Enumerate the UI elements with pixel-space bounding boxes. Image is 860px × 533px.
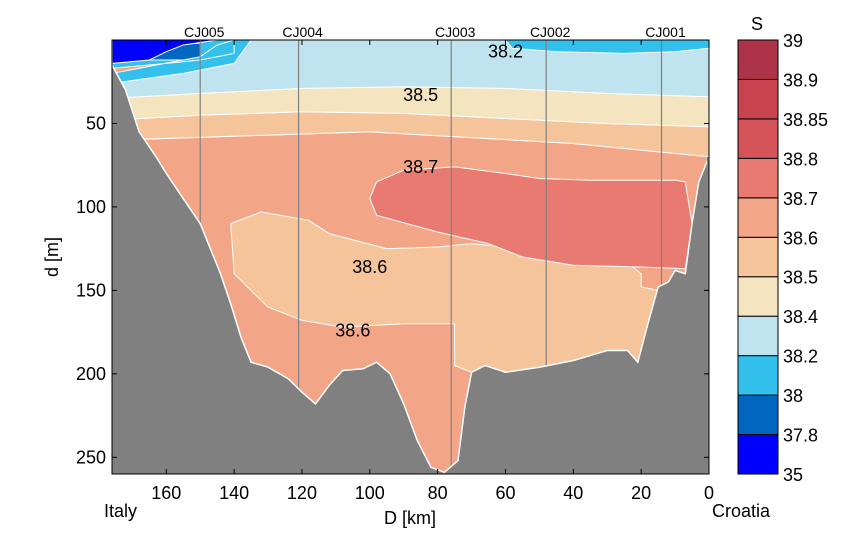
right-end-label-croatia: Croatia	[712, 501, 771, 521]
station-label-cj001: CJ001	[645, 24, 686, 40]
x-axis-label: D [km]	[384, 508, 436, 528]
colorbar-tick-label: 37.8	[783, 426, 818, 446]
x-tick-label: 100	[355, 483, 385, 503]
y-axis: 50 100 150 200 250	[76, 113, 709, 467]
salinity-region-38.0-38.2	[504, 40, 709, 54]
station-labels: CJ005 CJ004 CJ003 CJ002 CJ001	[184, 24, 686, 40]
x-tick-label: 140	[219, 483, 249, 503]
colorbar-tick-label: 38.9	[783, 70, 818, 90]
colorbar-swatch-38-38.2	[737, 355, 779, 396]
colorbar-swatch-38.6-38.7	[737, 197, 779, 238]
salinity-region-38.7-38.8	[369, 166, 693, 270]
colorbar-swatch-38.7-38.8	[737, 157, 779, 199]
station-label-cj003: CJ003	[435, 24, 476, 40]
seabed	[112, 40, 709, 474]
colorbar-swatch-38.5-38.6	[737, 236, 779, 278]
x-tick-label: 120	[287, 483, 317, 503]
colorbar-tick-label: 38.7	[783, 189, 818, 209]
colorbar-swatches	[737, 39, 779, 475]
y-tick-label: 200	[76, 364, 106, 384]
contour-label: 38.5	[403, 85, 438, 105]
seabed-bathymetry	[112, 40, 709, 474]
y-tick-label: 50	[86, 113, 106, 133]
contour-label: 38.2	[488, 42, 523, 62]
station-label-cj002: CJ002	[530, 24, 571, 40]
x-tick-label: 160	[151, 483, 181, 503]
colorbar-tick-label: 38.5	[783, 268, 818, 288]
colorbar-tick-label: 35	[783, 465, 803, 485]
contour-labels: 38.2 38.5 38.7 38.6 38.6	[335, 42, 523, 341]
colorbar-swatch-38.2-38.4	[737, 315, 779, 357]
contour-label: 38.7	[403, 157, 438, 177]
plot-area: 38.2 38.5 38.7 38.6 38.6	[111, 39, 710, 475]
colorbar-tick-label: 38	[783, 386, 803, 406]
x-tick-label: 60	[495, 483, 515, 503]
y-tick-label: 250	[76, 447, 106, 467]
y-tick-label: 100	[76, 197, 106, 217]
salinity-region-35-37.8	[112, 40, 218, 64]
colorbar-tick-label: 38.85	[783, 110, 828, 130]
colorbar-swatch-35-37.8	[737, 434, 779, 475]
colorbar-tick-label: 38.8	[783, 149, 818, 169]
colorbar-tick-label: 38.4	[783, 307, 818, 327]
colorbar-title: S	[751, 14, 763, 34]
colorbar-swatch-38.8-38.85	[737, 118, 779, 159]
x-tick-label: 0	[704, 483, 714, 503]
colorbar-swatch-38.9-39	[737, 39, 779, 80]
seabed-right-edge	[707, 156, 709, 474]
y-axis-label: d [m]	[42, 237, 62, 277]
colorbar-labels: 35 37.8 38 38.2 38.4 38.5 38.6 38.7 38.8 38.85 38.…	[783, 31, 828, 485]
x-axis: 160 140 120 100 80 60 40 20 0	[151, 40, 714, 503]
colorbar-swatch-38.85-38.9	[737, 78, 779, 120]
contour-label: 38.6	[352, 257, 387, 277]
colorbar-tick-label: 39	[783, 31, 803, 51]
x-tick-label: 20	[631, 483, 651, 503]
x-tick-label: 80	[428, 483, 448, 503]
contour-label: 38.6	[335, 320, 370, 340]
colorbar-tick-label: 38.6	[783, 228, 818, 248]
station-label-cj004: CJ004	[282, 24, 323, 40]
colorbar-swatch-37.8-38	[737, 394, 779, 436]
colorbar: 35 37.8 38 38.2 38.4 38.5 38.6 38.7 38.8 38.85 38.…	[737, 14, 828, 485]
colorbar-swatch-38.4-38.5	[737, 276, 779, 317]
y-tick-label: 150	[76, 280, 106, 300]
colorbar-tick-label: 38.2	[783, 347, 818, 367]
left-end-label-italy: Italy	[104, 501, 137, 521]
plot-frame	[111, 39, 710, 475]
station-label-cj005: CJ005	[184, 24, 225, 40]
x-tick-label: 40	[563, 483, 583, 503]
